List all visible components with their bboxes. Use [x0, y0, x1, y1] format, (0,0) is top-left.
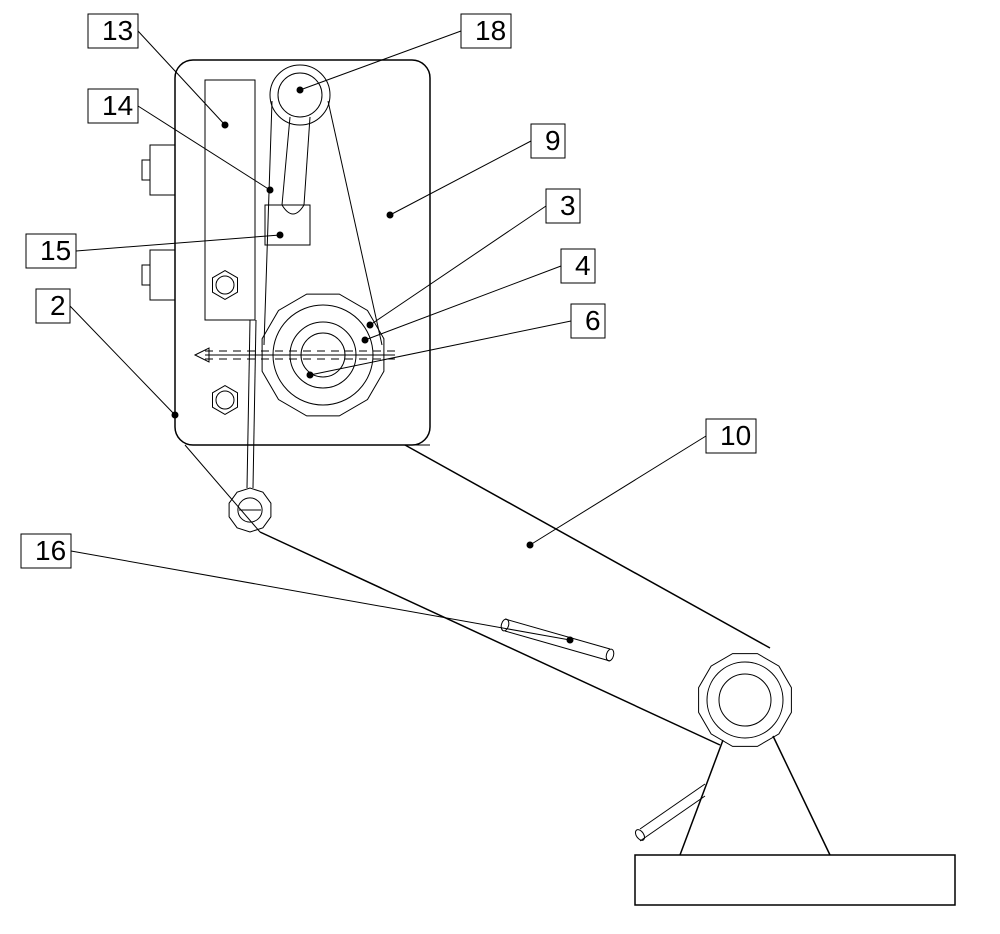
bolt-circle: [216, 391, 234, 409]
bracket-notch-1: [150, 250, 175, 300]
leader-2: [70, 306, 175, 415]
top-pulley-outer: [270, 65, 330, 125]
leader-dot-9: [387, 212, 394, 219]
lever-cap: [634, 828, 647, 842]
leader-10: [530, 436, 706, 545]
label-16: 16: [35, 535, 66, 566]
leader-dot-14: [267, 187, 274, 194]
label-14: 14: [102, 90, 133, 121]
leader-9: [390, 141, 531, 215]
leader-dot-4: [362, 337, 369, 344]
leader-dot-2: [172, 412, 179, 419]
leader-dot-3: [367, 322, 374, 329]
arm-top-edge: [405, 445, 770, 648]
post-right: [773, 736, 830, 855]
pendulum-stem-l: [247, 320, 250, 488]
bolt-circle: [216, 276, 234, 294]
inner-belt-right: [304, 117, 310, 205]
post-left: [680, 740, 723, 855]
leader-dot-15: [277, 232, 284, 239]
leader-16: [71, 551, 570, 640]
belt-block: [265, 205, 310, 245]
leader-dot-18: [297, 87, 304, 94]
top-pulley-inner: [278, 73, 322, 117]
arm-pulley-ring: [707, 662, 783, 738]
housing-outer: [175, 60, 430, 445]
leader-dot-10: [527, 542, 534, 549]
mechanical-diagram: 13 14 15 2 18 9 3 4 6 10 16: [0, 0, 1000, 934]
label-10: 10: [720, 420, 751, 451]
leader-15: [76, 235, 280, 251]
leader-dot-6: [307, 372, 314, 379]
label-4: 4: [575, 250, 591, 281]
leader-dot-16: [567, 637, 574, 644]
outer-belt-right: [328, 101, 382, 345]
label-2: 2: [50, 290, 66, 321]
label-13: 13: [102, 15, 133, 46]
leader-14: [138, 106, 270, 190]
leader-6: [310, 321, 571, 375]
label-6: 6: [585, 305, 601, 336]
label-9: 9: [545, 125, 561, 156]
arm-bottom-edge: [260, 532, 720, 745]
inner-belt-left: [282, 117, 290, 205]
label-3: 3: [560, 190, 576, 221]
label-18: 18: [475, 15, 506, 46]
arm-pulley-poly: [699, 654, 792, 747]
base-foot: [635, 855, 955, 905]
arm-pulley-hub: [719, 674, 771, 726]
leader-13: [138, 31, 225, 125]
leader-dot-13: [222, 122, 229, 129]
label-15: 15: [40, 235, 71, 266]
leader-3: [370, 206, 546, 325]
spring-rod-cap: [500, 618, 510, 631]
bracket-notch-0: [150, 145, 175, 195]
pendulum-stem-r: [253, 320, 256, 488]
